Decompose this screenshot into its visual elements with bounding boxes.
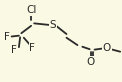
Text: S: S: [50, 20, 56, 30]
Text: F: F: [29, 43, 35, 53]
Text: Cl: Cl: [26, 5, 36, 15]
Text: F: F: [4, 32, 10, 42]
Text: O: O: [87, 57, 95, 67]
Text: F: F: [11, 45, 17, 55]
Text: O: O: [103, 43, 111, 53]
